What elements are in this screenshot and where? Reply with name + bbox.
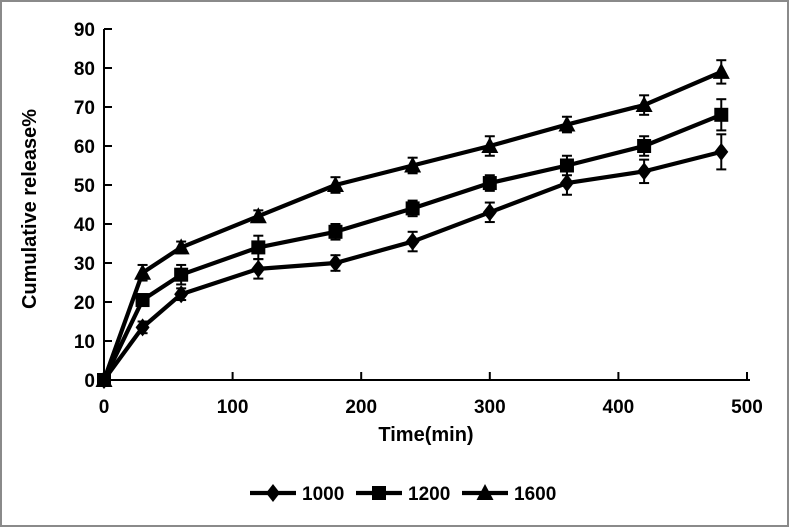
series-marker-1200	[405, 201, 420, 216]
series-line-1600	[101, 69, 724, 383]
legend-label: 1200	[408, 484, 450, 505]
x-tick-label: 200	[345, 397, 377, 418]
y-tick-label: 30	[74, 254, 95, 275]
series-marker-1600	[326, 176, 344, 192]
x-tick-label: 500	[731, 397, 763, 418]
x-tick-label: 0	[99, 397, 110, 418]
y-tick-label: 70	[74, 98, 95, 119]
y-tick-label: 20	[74, 293, 95, 314]
y-tick-label: 0	[84, 371, 95, 392]
series-marker-1200	[135, 293, 150, 308]
series-marker-1200	[714, 107, 729, 122]
series-marker-1000	[559, 174, 574, 193]
series-marker-1600	[404, 156, 422, 173]
legend-marker-square	[372, 486, 386, 500]
series-marker-1000	[637, 162, 652, 181]
series-marker-1200	[174, 267, 189, 282]
series-1600	[95, 59, 730, 387]
legend-label: 1600	[514, 484, 556, 505]
y-tick-label: 90	[74, 20, 95, 41]
plot-area: 0 10 20 30 40 50 60 70 80 90 0 100 200 300 400 500	[74, 20, 763, 418]
series-marker-1600	[249, 207, 267, 224]
legend: 1000 1200 1600	[250, 484, 556, 505]
x-tick-label: 100	[217, 397, 249, 418]
legend-marker-triangle	[476, 484, 494, 500]
series-marker-1000	[251, 259, 266, 278]
series-marker-1600	[95, 371, 113, 387]
series-marker-1600	[712, 62, 730, 79]
series-marker-1600	[172, 238, 190, 255]
series-marker-1600	[558, 115, 576, 132]
legend-item-1200: 1200	[356, 484, 450, 505]
series-marker-1600	[635, 96, 653, 113]
series-marker-1000	[714, 142, 729, 161]
x-tick-label: 400	[603, 397, 635, 418]
series-marker-1000	[174, 285, 189, 304]
legend-label: 1000	[302, 484, 344, 505]
x-axis-title: Time(min)	[378, 424, 473, 446]
y-tick-label: 10	[74, 332, 95, 353]
series-marker-1200	[251, 240, 266, 255]
series-marker-1600	[481, 137, 499, 153]
legend-marker-diamond	[266, 484, 280, 502]
series-marker-1200	[482, 176, 497, 191]
series-line-1200	[101, 112, 724, 383]
series-marker-1200	[328, 224, 343, 239]
y-tick-label: 60	[74, 137, 95, 158]
series-marker-1200	[637, 139, 652, 153]
y-tick-label: 40	[74, 215, 95, 236]
series-marker-1000	[482, 203, 497, 222]
y-axis-title: Cumulative release%	[19, 109, 41, 309]
series-line-1000	[101, 149, 724, 383]
legend-item-1600: 1600	[462, 484, 556, 505]
x-tick-label: 300	[474, 397, 506, 418]
series-marker-1000	[135, 318, 150, 337]
series-marker-1000	[405, 232, 420, 251]
legend-item-1000: 1000	[250, 484, 344, 505]
y-tick-label: 80	[74, 59, 95, 80]
series-marker-1600	[134, 263, 152, 280]
series-marker-1000	[328, 254, 343, 272]
series-marker-1200	[559, 158, 574, 173]
y-tick-label: 50	[74, 176, 95, 197]
